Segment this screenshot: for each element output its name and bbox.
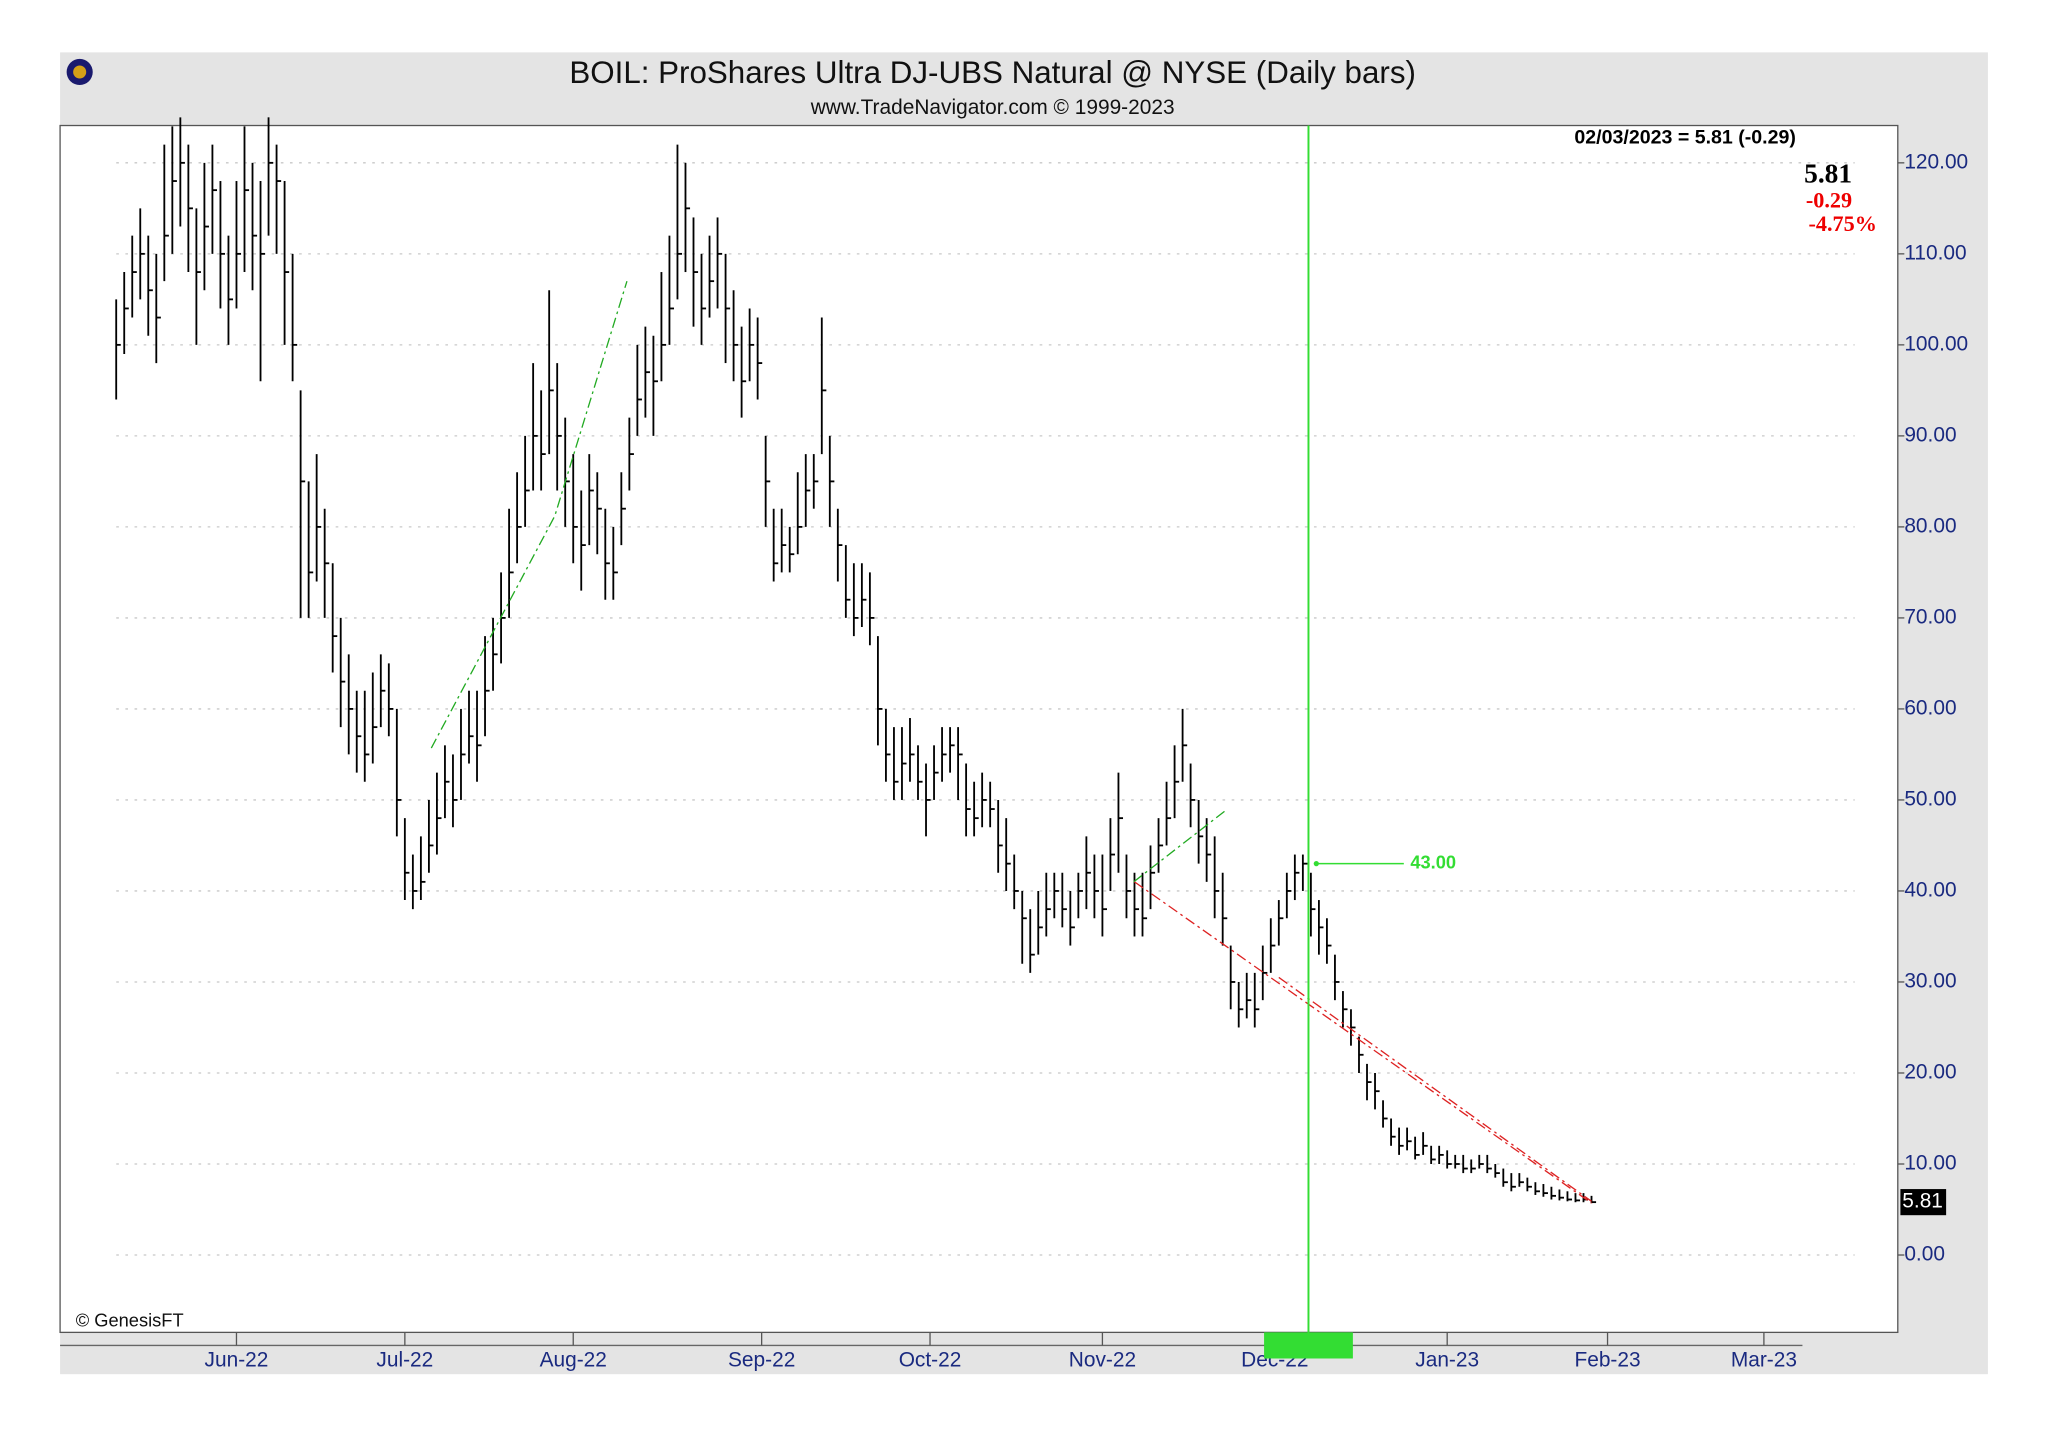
y-tick-label: 70.00 [1904,605,1956,628]
y-tick-label: 60.00 [1904,696,1956,719]
marker-dot [1313,861,1319,867]
y-tick-label: 90.00 [1904,423,1956,446]
quote-change: -0.29 [1806,188,1852,213]
y-tick-label: 20.00 [1904,1061,1956,1084]
plot-area [59,124,1899,1334]
x-tick-label: Aug-22 [540,1349,607,1372]
chart-subtitle: www.TradeNavigator.com © 1999-2023 [810,96,1175,119]
trendline [1134,881,1592,1204]
x-tick-label: Sep-22 [728,1349,795,1372]
quote-header: 02/03/2023 = 5.81 (-0.29) [1574,127,1796,149]
y-tick-label: 80.00 [1904,514,1956,537]
trendline [430,280,628,749]
x-tick-label: Jul-22 [376,1349,433,1372]
quote-change-pct: -4.75% [1808,211,1876,236]
chart-title: BOIL: ProShares Ultra DJ-UBS Natural @ N… [569,55,1416,90]
y-tick-label: 120.00 [1904,150,1968,173]
x-tick-label: Feb-23 [1574,1349,1640,1372]
last-price-label: 5.81 [1902,1190,1943,1213]
quote-last: 5.81 [1804,159,1852,189]
y-tick-label: 100.00 [1904,332,1968,355]
y-tick-label: 10.00 [1904,1152,1956,1175]
trendline [1133,808,1228,883]
marker-date-box [1264,1332,1353,1359]
y-tick-label: 30.00 [1904,969,1956,992]
logo-center [73,65,87,79]
y-tick-label: 0.00 [1904,1243,1945,1266]
x-tick-label: Jan-23 [1415,1349,1479,1372]
x-tick-label: Nov-22 [1069,1349,1136,1372]
x-tick-label: Mar-23 [1731,1349,1797,1372]
last-price-box [1900,1189,1947,1216]
x-tick-label: Jun-22 [205,1349,269,1372]
copyright: © GenesisFT [76,1310,184,1331]
y-tick-label: 50.00 [1904,787,1956,810]
x-tick-label: Oct-22 [899,1349,962,1372]
y-tick-label: 40.00 [1904,878,1956,901]
y-tick-label: 110.00 [1904,241,1966,264]
marker-label: 43.00 [1410,851,1456,872]
trendline [1278,976,1592,1202]
